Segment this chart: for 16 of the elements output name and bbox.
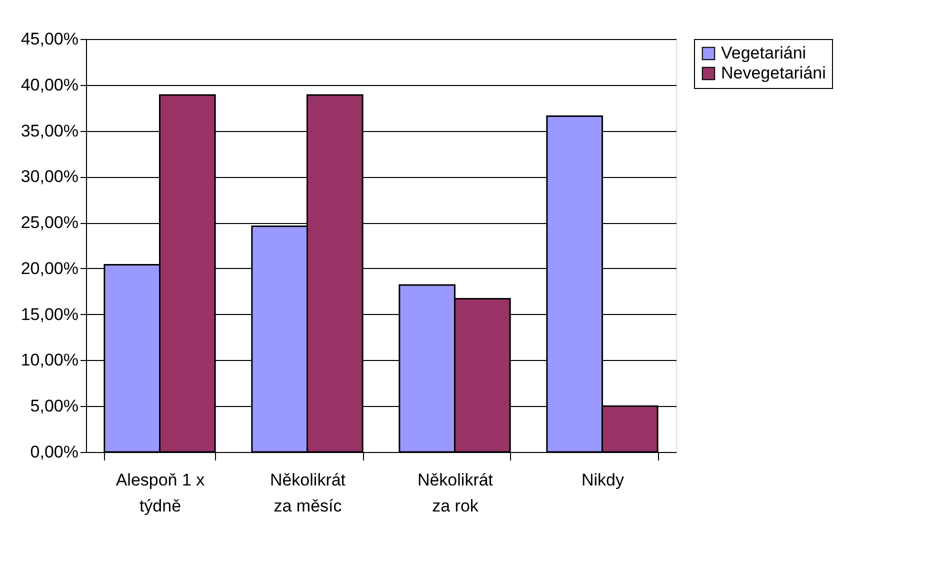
x-tick-label: Několikrát za rok <box>417 470 494 516</box>
x-tick-label: Alespoň 1 x týdně <box>116 470 206 516</box>
y-tick-label: 20,00% <box>20 258 78 278</box>
x-tick-label: Několikrát za měsíc <box>270 470 346 516</box>
y-tick-label: 10,00% <box>20 350 78 370</box>
y-tick-label: 5,00% <box>30 396 78 416</box>
y-tick-label: 40,00% <box>20 75 78 94</box>
y-tick-label: 0,00% <box>30 442 78 462</box>
x-tick-label: Nikdy <box>581 470 624 490</box>
y-tick-label: 25,00% <box>20 213 78 232</box>
y-tick-label: 45,00% <box>20 30 78 48</box>
legend-label: Vegetariáni <box>721 44 806 62</box>
y-tick-label: 30,00% <box>20 167 78 186</box>
legend-label: Nevegetariáni <box>721 64 826 82</box>
y-tick-label: 35,00% <box>20 121 78 140</box>
y-tick-label: 15,00% <box>20 304 78 324</box>
